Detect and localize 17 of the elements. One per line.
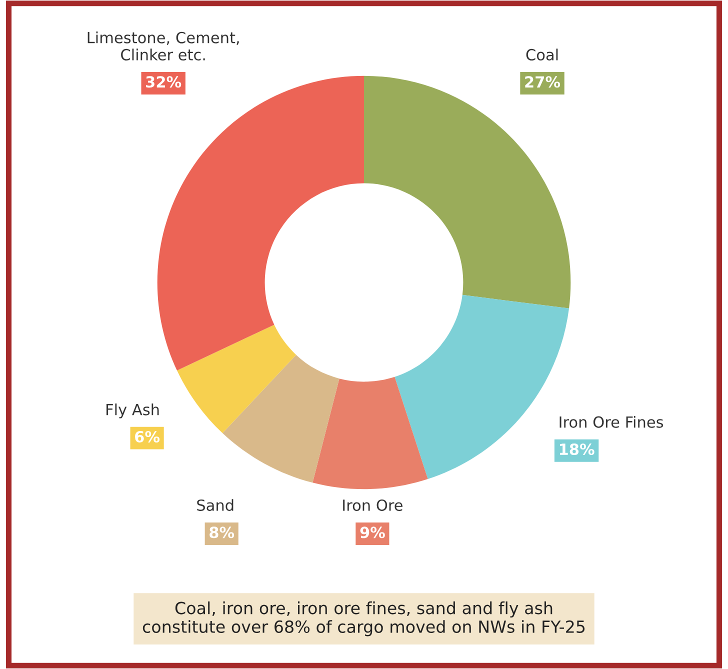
data-label: 8% [210, 526, 234, 538]
data-label: 18% [560, 443, 594, 456]
data-label: 6% [135, 430, 160, 443]
text: Coal, iron ore, iron ore fines, sand and fly ash constitute over 68% of cargo moved on NWs in FY-25 [142, 601, 585, 636]
slice-label: Iron Ore [343, 499, 402, 511]
donut-slice [364, 76, 571, 308]
donut-slice [177, 324, 296, 434]
slice-label: Fly Ash [106, 404, 159, 418]
data-label: 27% [525, 76, 560, 88]
donut-slice [312, 376, 428, 490]
data-label: 9% [360, 526, 385, 538]
slice-label: Coal [526, 48, 558, 60]
slice-label: Iron Ore Fines [560, 416, 664, 428]
donut-slice [222, 354, 340, 483]
data-label: 32% [146, 76, 182, 88]
slice-label: Sand [197, 499, 234, 511]
slice-label: Limestone, Cement, Clinker etc. [88, 32, 239, 60]
